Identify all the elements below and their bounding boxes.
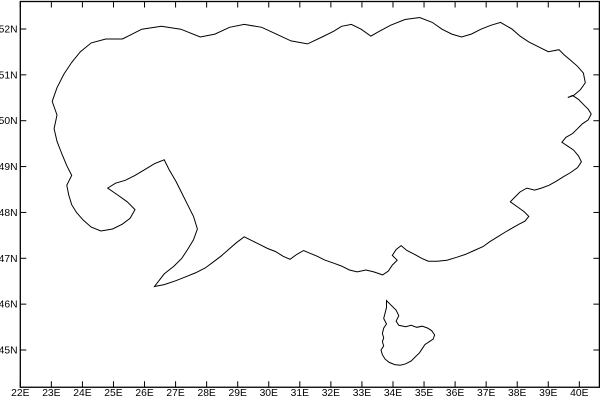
- svg-text:27E: 27E: [166, 388, 184, 399]
- svg-text:30E: 30E: [260, 388, 278, 399]
- svg-text:26E: 26E: [135, 388, 153, 399]
- svg-text:23E: 23E: [42, 388, 60, 399]
- svg-text:48N: 48N: [0, 208, 18, 219]
- svg-text:22E: 22E: [11, 388, 29, 399]
- svg-text:46N: 46N: [0, 300, 18, 311]
- svg-text:34E: 34E: [384, 388, 402, 399]
- svg-text:31E: 31E: [291, 388, 309, 399]
- svg-text:51N: 51N: [0, 70, 18, 81]
- svg-text:36E: 36E: [446, 388, 464, 399]
- svg-text:50N: 50N: [0, 116, 18, 127]
- svg-text:35E: 35E: [415, 388, 433, 399]
- svg-text:39E: 39E: [539, 388, 557, 399]
- svg-text:40E: 40E: [570, 388, 588, 399]
- svg-text:24E: 24E: [73, 388, 91, 399]
- svg-text:52N: 52N: [0, 25, 18, 36]
- svg-text:47N: 47N: [0, 254, 18, 265]
- svg-text:25E: 25E: [104, 388, 122, 399]
- svg-text:38E: 38E: [508, 388, 526, 399]
- svg-text:49N: 49N: [0, 162, 18, 173]
- svg-text:28E: 28E: [197, 388, 215, 399]
- svg-text:37E: 37E: [477, 388, 495, 399]
- svg-text:29E: 29E: [229, 388, 247, 399]
- svg-text:33E: 33E: [353, 388, 371, 399]
- svg-text:32E: 32E: [322, 388, 340, 399]
- svg-text:45N: 45N: [0, 345, 18, 356]
